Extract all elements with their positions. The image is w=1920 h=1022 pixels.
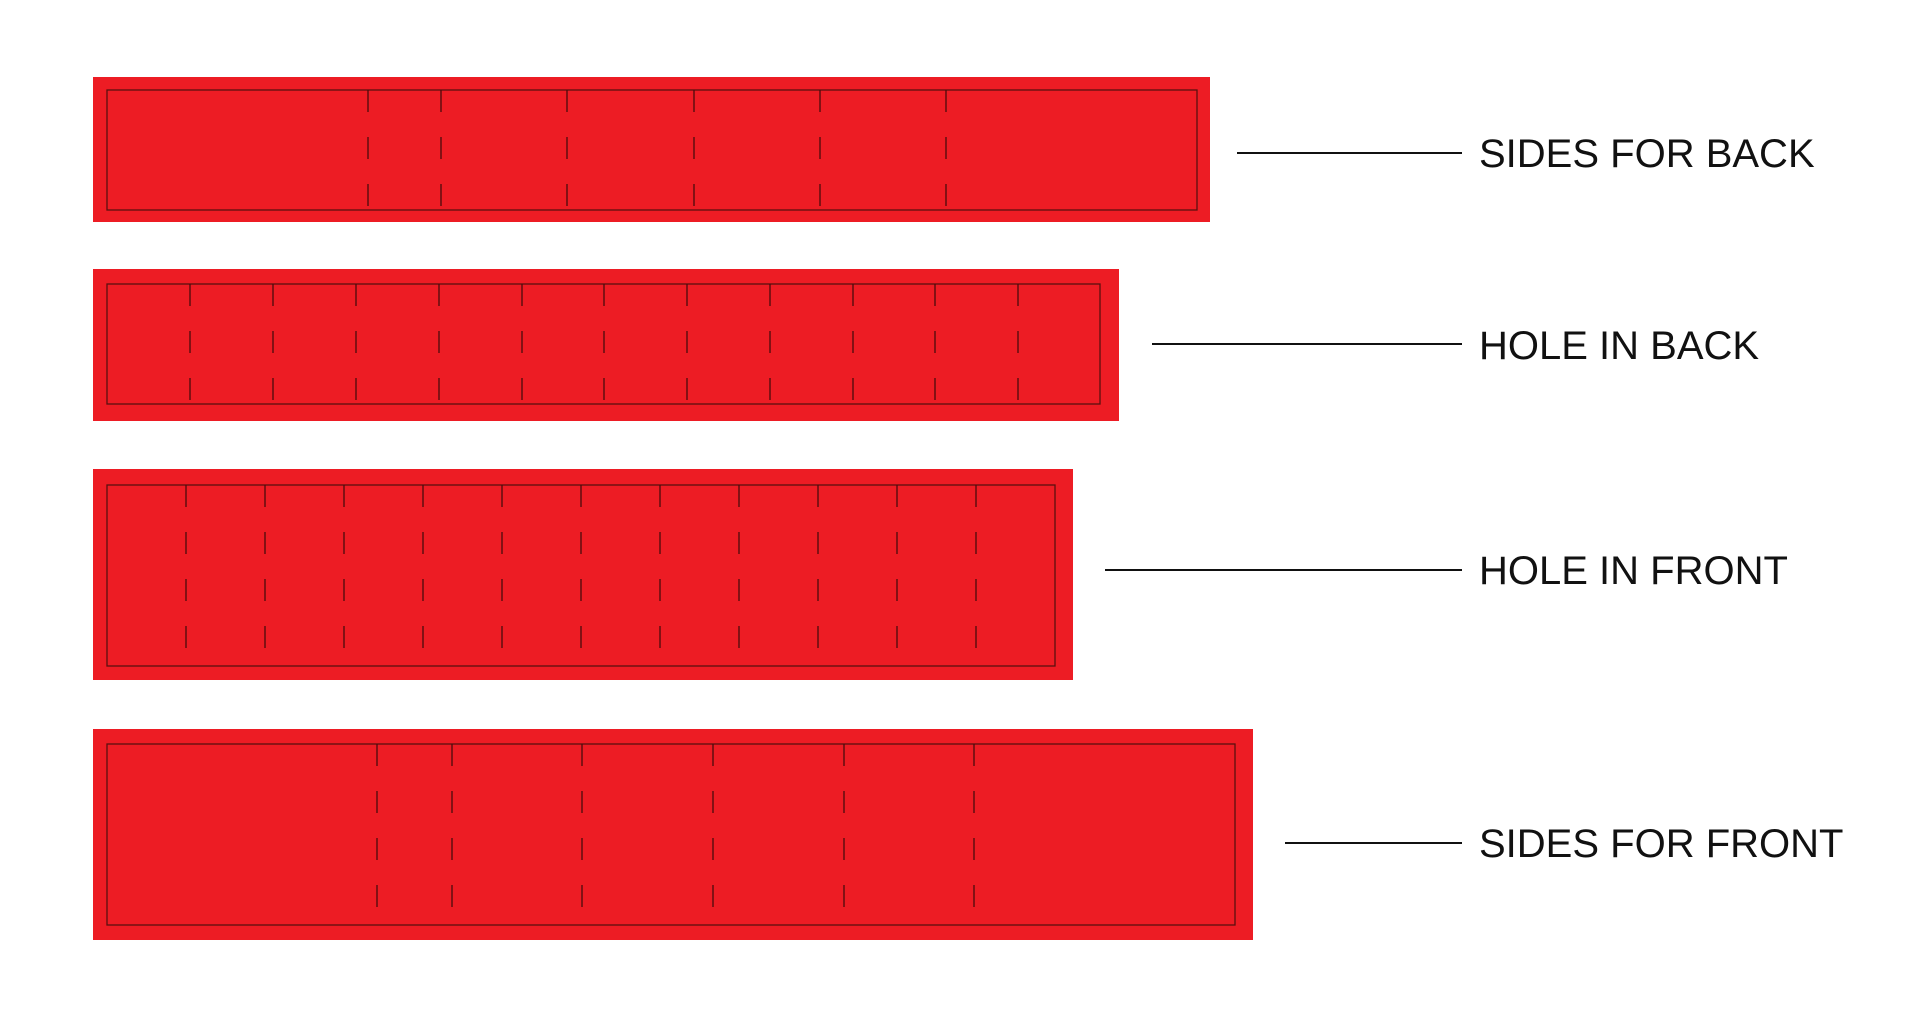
- fold-lines: [189, 284, 1019, 404]
- strip-hole-in-back: HOLE IN BACK: [93, 269, 1759, 421]
- strip-body: [93, 269, 1119, 421]
- fold-lines: [376, 744, 975, 925]
- strip-body: [93, 729, 1253, 940]
- strip-outline: [106, 89, 1198, 211]
- strip-body: [93, 77, 1210, 222]
- strip-outline: [106, 743, 1236, 926]
- strip-label: SIDES FOR FRONT: [1479, 822, 1843, 866]
- strip-label: HOLE IN BACK: [1479, 324, 1759, 368]
- fold-lines: [367, 90, 947, 210]
- strip-label: HOLE IN FRONT: [1479, 549, 1788, 593]
- strip-sides-for-back: SIDES FOR BACK: [93, 77, 1815, 222]
- strip-sides-for-front: SIDES FOR FRONT: [93, 729, 1843, 940]
- strip-label: SIDES FOR BACK: [1479, 132, 1815, 176]
- strip-hole-in-front: HOLE IN FRONT: [93, 469, 1788, 680]
- fold-lines: [185, 485, 977, 666]
- strip-body: [93, 469, 1073, 680]
